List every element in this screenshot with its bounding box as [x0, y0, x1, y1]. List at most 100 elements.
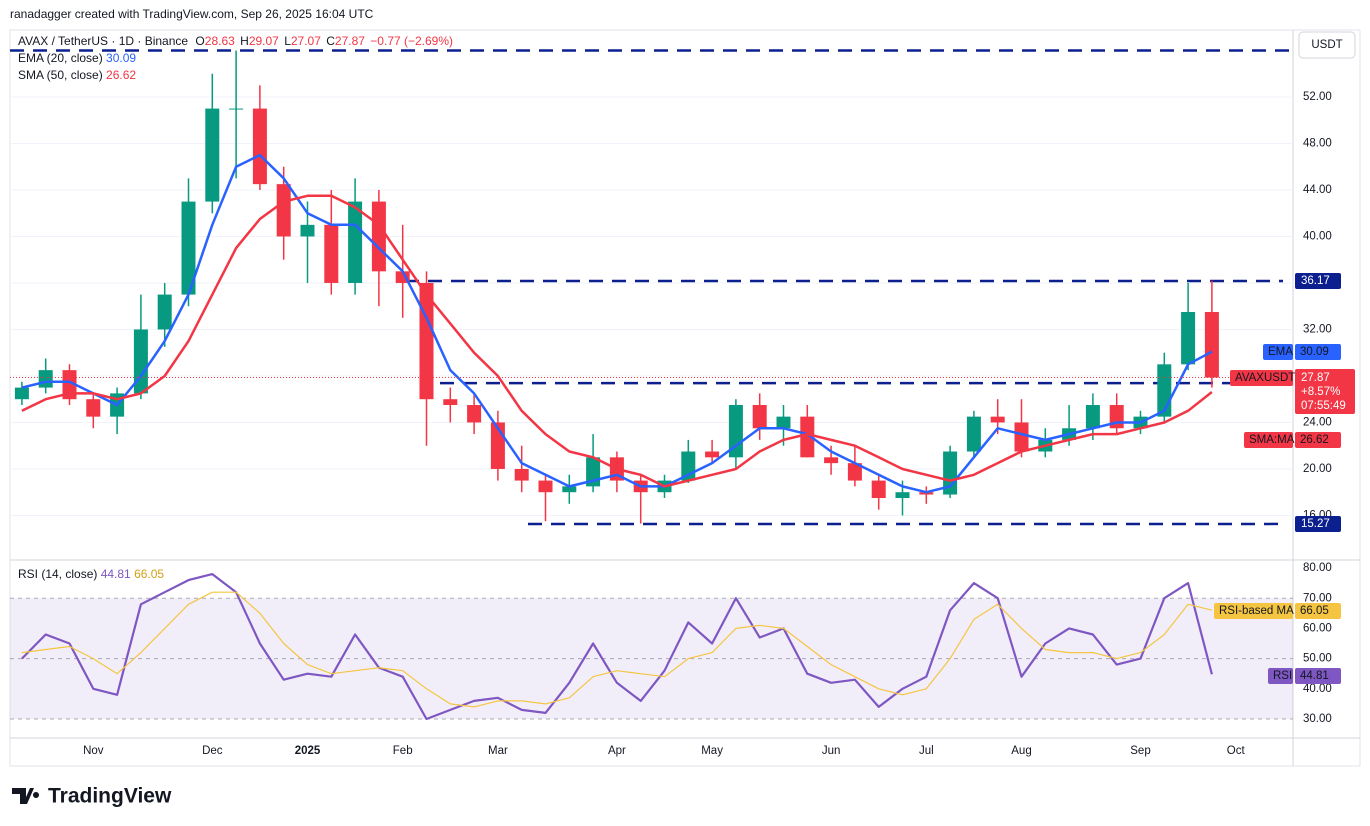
level-badge [1295, 272, 1341, 289]
o-label: O [195, 34, 204, 48]
rsi-tick-label: 60.00 [1303, 622, 1332, 634]
y-tick-label: 40.00 [1303, 230, 1332, 242]
ema-tag-value-box [1295, 344, 1341, 360]
h-label: H [240, 34, 249, 48]
rsi-line [21, 591, 1213, 708]
ema-legend: EMA (20, close) 30.09 [18, 51, 136, 65]
y-tick-label: 24.00 [1303, 416, 1332, 428]
candle-body [562, 486, 577, 493]
ma-line [21, 194, 1213, 488]
c-label: C [326, 34, 335, 48]
y-tick-label: 32.00 [1303, 323, 1332, 335]
currency: USDT [1311, 39, 1342, 51]
candle-body [300, 224, 315, 237]
candle-body [14, 387, 29, 400]
candle-body [229, 108, 244, 110]
candle-body [895, 492, 910, 499]
candle-body [538, 480, 553, 493]
candle-body [847, 463, 862, 481]
x-tick-label: Jun [822, 745, 841, 757]
candle-body [133, 329, 148, 394]
candle-body [824, 457, 839, 464]
rsi-tick-label: 50.00 [1303, 653, 1332, 665]
sma-name: SMA (50, close) [18, 68, 103, 82]
logo-text: TradingView [48, 785, 172, 808]
symbol-legend: AVAX / TetherUS · 1D · Binance O28.63 H 2… [18, 34, 453, 48]
ema-tag-box [1263, 344, 1293, 360]
sma-tag-value: 26.62 [1300, 434, 1329, 446]
rsi-tag-value-box [1295, 668, 1341, 684]
rsi-tick-label: 40.00 [1303, 683, 1332, 695]
level-label: 15.27 [1301, 518, 1330, 530]
price-tag-value: 27.87 [1301, 372, 1330, 384]
level-badge [1295, 515, 1341, 532]
candle-body [38, 370, 53, 388]
x-tick-label: Mar [488, 745, 508, 757]
candle-body [966, 416, 981, 452]
candle-body [1014, 422, 1029, 452]
c-value: 27.87 [335, 34, 365, 48]
candle-body [990, 416, 1005, 423]
candle-body [871, 480, 886, 499]
candle-body [752, 405, 767, 429]
candle-body [86, 399, 101, 417]
x-tick-label: Jul [919, 745, 934, 757]
o-value: 28.63 [205, 34, 235, 48]
rsi-value: 44.81 [101, 567, 131, 581]
ema-tag-value: 30.09 [1300, 346, 1329, 358]
logo: TradingView [12, 785, 172, 808]
rsi-tick-label: 70.00 [1303, 592, 1332, 604]
rsi-tag: RSI [1273, 670, 1292, 682]
x-tick-label: Apr [608, 745, 626, 757]
price-tag-countdown: 07:55:49 [1301, 400, 1346, 412]
candle-body [1204, 312, 1219, 378]
candle-body [205, 108, 220, 202]
price-tag: AVAXUSDT [1235, 372, 1295, 384]
candle-body [395, 271, 410, 283]
y-tick-label: 48.00 [1303, 137, 1332, 149]
sma-tag-box [1244, 432, 1293, 448]
candle-body [252, 108, 267, 185]
ema-tag: EMA [1268, 346, 1293, 358]
candle-body [157, 294, 172, 330]
plot-layer: 16.0020.0024.0028.0032.0036.0040.0044.00… [10, 49, 1355, 757]
level-label: 36.17 [1301, 275, 1330, 287]
y-tick-label: 20.00 [1303, 463, 1332, 475]
sma-tag: SMA:MA [1249, 434, 1295, 446]
rsi-ma-tag: RSI-based MA [1219, 605, 1294, 617]
candle-body [467, 405, 482, 423]
rsi-tag-box [1268, 668, 1293, 684]
l-value: 27.07 [291, 34, 321, 48]
candle-body [371, 201, 386, 272]
candle-body [443, 399, 458, 406]
x-tick-label: 2025 [295, 745, 321, 757]
candle-body [181, 201, 196, 295]
rsi-ma-value: 66.05 [134, 567, 164, 581]
rsi-tick-label: 80.00 [1303, 562, 1332, 574]
price-tag-box [1230, 370, 1293, 386]
ema-value: 30.09 [106, 51, 136, 65]
candle-body [348, 201, 363, 283]
candle-body [324, 224, 339, 283]
x-tick-label: Dec [202, 745, 223, 757]
logo-icon [12, 788, 40, 804]
y-tick-label: 44.00 [1303, 184, 1332, 196]
currency-box[interactable] [1298, 31, 1356, 59]
candle-body [276, 184, 291, 237]
sma-legend: SMA (50, close) 26.62 [18, 68, 136, 82]
rsi-tick-label: 30.00 [1303, 713, 1332, 725]
rsi-ma-tag-value-box [1295, 603, 1341, 619]
ema-name: EMA (20, close) [18, 51, 103, 65]
price-tag-change: +8.57% [1301, 386, 1340, 398]
ma-line [21, 153, 1213, 494]
candle-body [514, 468, 529, 481]
x-tick-label: Nov [83, 745, 104, 757]
change: −0.77 (−2.69%) [370, 34, 453, 48]
symbol: AVAX / TetherUS · 1D · Binance [18, 34, 188, 48]
candle-body [1181, 312, 1196, 365]
price-tag-box [1295, 369, 1355, 414]
candle-body [776, 416, 791, 429]
frame [9, 29, 1361, 767]
